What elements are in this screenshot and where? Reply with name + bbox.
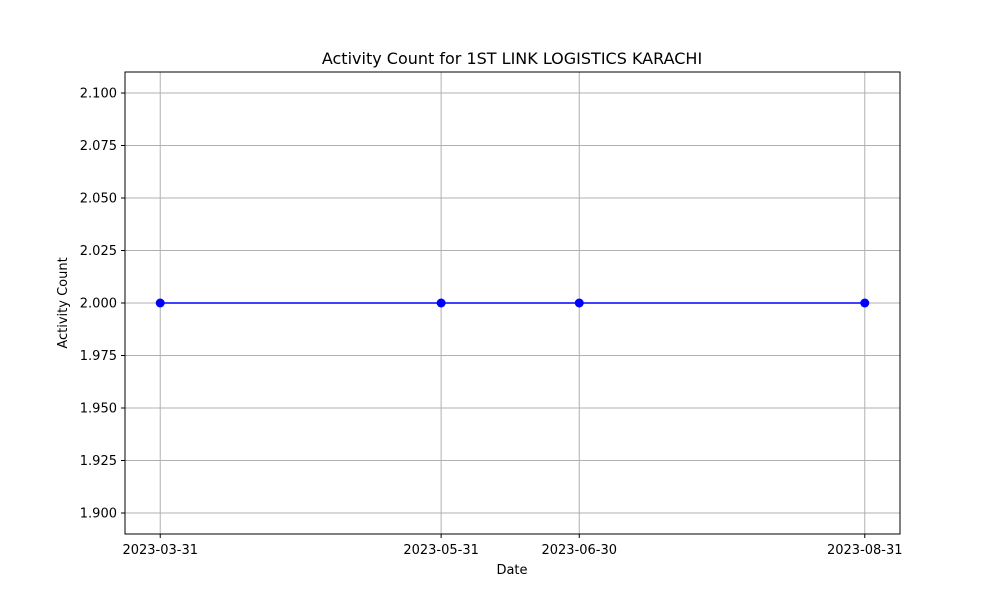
plot-frame (124, 71, 901, 535)
axis-ticks: 1.900 1.925 1.950 1.975 2.000 2.025 2.050 2.075… (80, 87, 903, 559)
y-tick-label: 2.025 (80, 244, 117, 259)
x-tick-label: 2023-03-31 (122, 543, 198, 558)
y-tick-label: 1.925 (80, 454, 117, 469)
y-tick-label: 2.050 (80, 192, 117, 207)
data-point (574, 298, 584, 308)
x-axis-label: Date (496, 563, 527, 578)
chart-title: Activity Count for 1ST LINK LOGISTICS KA… (322, 49, 702, 68)
data-point (155, 298, 165, 308)
x-tick-label: 2023-06-30 (541, 543, 617, 558)
y-tick-label: 1.950 (80, 402, 117, 417)
series-layer (155, 298, 870, 308)
y-tick-label: 2.000 (80, 297, 117, 312)
x-tick-label: 2023-08-31 (827, 543, 903, 558)
data-point (436, 298, 446, 308)
y-tick-label: 2.075 (80, 139, 117, 154)
y-tick-label: 1.900 (80, 507, 117, 522)
y-tick-label: 1.975 (80, 349, 117, 364)
y-axis-label: Activity Count (56, 257, 71, 348)
data-point (860, 298, 870, 308)
x-tick-label: 2023-05-31 (403, 543, 479, 558)
y-tick-label: 2.100 (80, 87, 117, 102)
